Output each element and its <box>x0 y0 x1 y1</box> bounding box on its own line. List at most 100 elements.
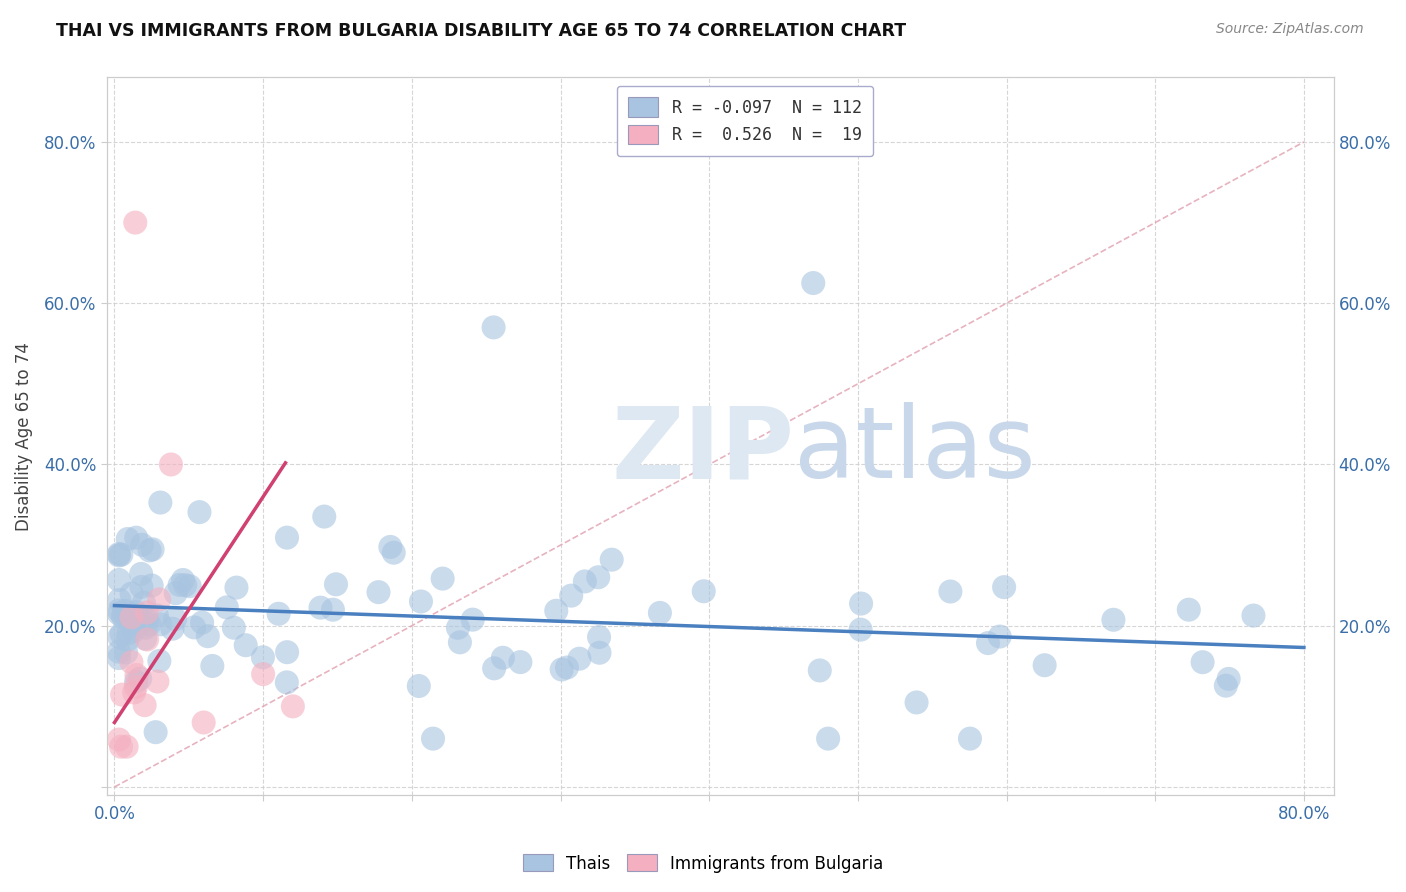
Point <box>367 585 389 599</box>
Point <box>122 685 145 699</box>
Point <box>546 604 568 618</box>
Point <box>482 320 505 334</box>
Y-axis label: Disability Age 65 to 74: Disability Age 65 to 74 <box>15 342 32 531</box>
Point <box>174 578 197 592</box>
Point <box>482 661 505 675</box>
Point <box>110 739 132 754</box>
Point <box>129 566 152 581</box>
Point <box>179 579 201 593</box>
Point <box>197 629 219 643</box>
Point <box>988 630 1011 644</box>
Point <box>108 573 131 587</box>
Point <box>172 573 194 587</box>
Point <box>135 606 157 620</box>
Point <box>492 650 515 665</box>
Point <box>905 695 928 709</box>
Point <box>136 632 159 647</box>
Point <box>117 633 139 648</box>
Point <box>461 613 484 627</box>
Point <box>215 600 238 615</box>
Point <box>115 646 138 660</box>
Point <box>568 651 591 665</box>
Text: ZIP: ZIP <box>612 402 794 500</box>
Point <box>169 578 191 592</box>
Point <box>111 610 134 624</box>
Point <box>160 458 183 472</box>
Point <box>939 584 962 599</box>
Point <box>817 731 839 746</box>
Point <box>191 615 214 630</box>
Point <box>108 645 131 659</box>
Point <box>146 608 169 623</box>
Point <box>108 607 131 621</box>
Point <box>121 586 143 600</box>
Text: THAI VS IMMIGRANTS FROM BULGARIA DISABILITY AGE 65 TO 74 CORRELATION CHART: THAI VS IMMIGRANTS FROM BULGARIA DISABIL… <box>56 22 907 40</box>
Point <box>648 606 671 620</box>
Point <box>1033 658 1056 673</box>
Point <box>142 542 165 557</box>
Point <box>145 725 167 739</box>
Point <box>125 680 148 694</box>
Point <box>121 607 143 622</box>
Point <box>110 627 132 641</box>
Point <box>183 620 205 634</box>
Point <box>108 732 131 747</box>
Point <box>117 532 139 546</box>
Point <box>122 624 145 639</box>
Point <box>222 621 245 635</box>
Point <box>108 630 131 644</box>
Point <box>114 604 136 618</box>
Point <box>235 638 257 652</box>
Point <box>588 646 610 660</box>
Point <box>560 589 582 603</box>
Point <box>165 586 187 600</box>
Point <box>112 607 135 621</box>
Point <box>422 731 444 746</box>
Point <box>959 731 981 746</box>
Point <box>122 613 145 627</box>
Point <box>849 623 872 637</box>
Point <box>201 659 224 673</box>
Point <box>134 621 156 635</box>
Point <box>141 578 163 592</box>
Text: atlas: atlas <box>794 402 1036 500</box>
Point <box>322 603 344 617</box>
Point <box>225 581 247 595</box>
Point <box>120 655 142 669</box>
Point <box>132 596 155 610</box>
Legend: Thais, Immigrants from Bulgaria: Thais, Immigrants from Bulgaria <box>516 847 890 880</box>
Point <box>108 593 131 607</box>
Point <box>432 572 454 586</box>
Point <box>849 597 872 611</box>
Point <box>125 674 148 689</box>
Point <box>149 617 172 632</box>
Point <box>1241 608 1264 623</box>
Point <box>309 600 332 615</box>
Point <box>252 650 274 665</box>
Point <box>135 612 157 626</box>
Point <box>111 688 134 702</box>
Point <box>408 679 430 693</box>
Point <box>281 699 304 714</box>
Point <box>108 549 131 563</box>
Point <box>148 592 170 607</box>
Point <box>252 667 274 681</box>
Point <box>193 715 215 730</box>
Text: Source: ZipAtlas.com: Source: ZipAtlas.com <box>1216 22 1364 37</box>
Point <box>382 546 405 560</box>
Point <box>129 672 152 686</box>
Point <box>162 622 184 636</box>
Point <box>555 660 578 674</box>
Point <box>588 630 610 644</box>
Point <box>138 617 160 632</box>
Point <box>267 607 290 621</box>
Point <box>117 626 139 640</box>
Point <box>134 632 156 646</box>
Point <box>808 664 831 678</box>
Point <box>276 531 298 545</box>
Point <box>586 570 609 584</box>
Point <box>447 621 470 635</box>
Point <box>146 674 169 689</box>
Legend: R = -0.097  N = 112, R =  0.526  N =  19: R = -0.097 N = 112, R = 0.526 N = 19 <box>617 86 873 156</box>
Point <box>131 538 153 552</box>
